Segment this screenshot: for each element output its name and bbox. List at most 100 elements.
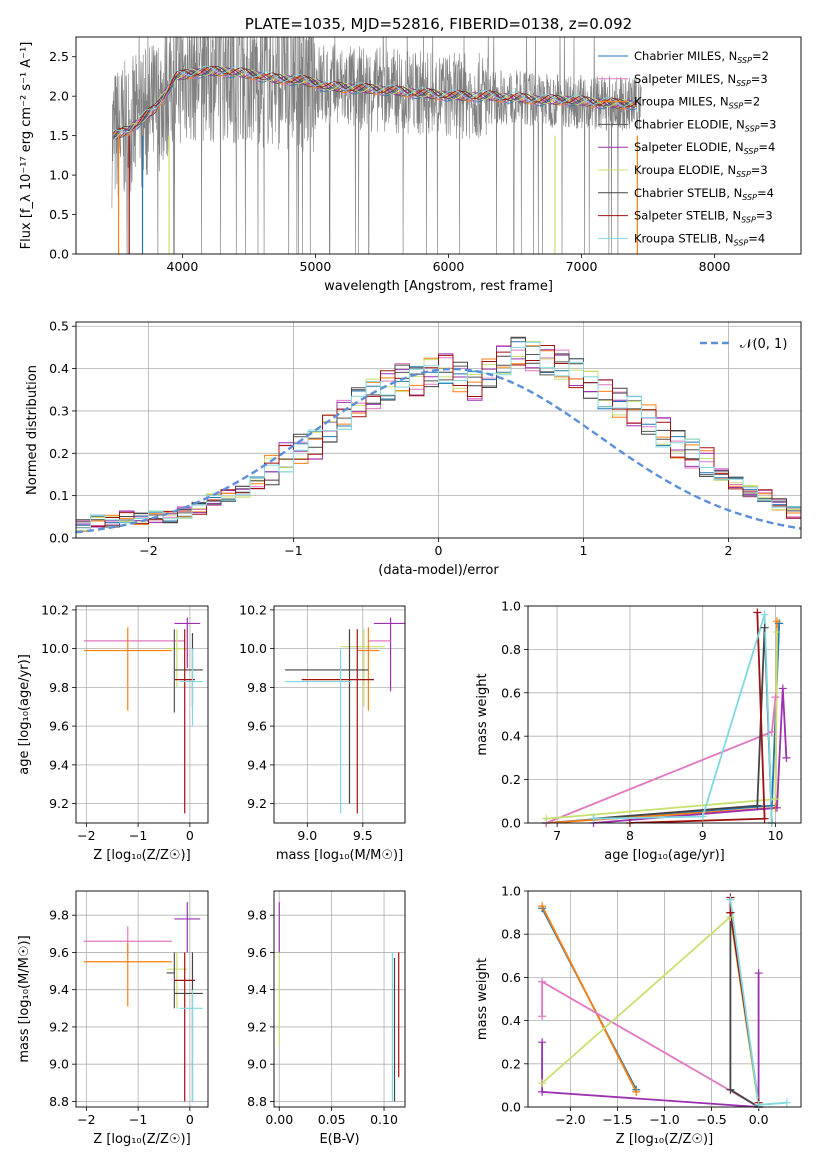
legend-text: Chabrier MILES, N xyxy=(634,49,737,63)
y-tick-label: 0.8 xyxy=(501,642,521,657)
model-spectrum-kroupa_elodie xyxy=(112,66,637,141)
x-axis-label: (data-model)/error xyxy=(378,563,499,578)
legend-count: =3 xyxy=(751,72,768,86)
weight-marker-kroupa_miles xyxy=(632,1087,641,1096)
x-tick-label: −2 xyxy=(77,1112,95,1127)
legend-subscript: SSP xyxy=(745,124,760,133)
panel-age_vs_mass: 9.0 9.5 9.2 9.4 9.6 9.8 10.0 10.2 mass [log₁₀(M/… xyxy=(239,602,406,863)
y-tick-label: 9.6 xyxy=(49,945,69,960)
x-axis-label: wavelength [Angstrom, rest frame] xyxy=(324,279,553,294)
weight-marker-kroupa_stelib xyxy=(782,1098,791,1107)
y-tick-label: 0.0 xyxy=(501,816,521,831)
x-axis-label: E(B-V) xyxy=(319,1132,359,1147)
weight-marker-salpeter_miles xyxy=(538,977,547,986)
y-tick-label: 0.5 xyxy=(49,207,69,222)
y-axis-label: mass weight xyxy=(475,673,490,755)
y-tick-label: 9.4 xyxy=(49,757,69,772)
axes-frame xyxy=(75,605,209,824)
y-tick-label: 9.0 xyxy=(247,1057,267,1072)
y-axis-label: age [log₁₀(age/yr)] xyxy=(17,654,32,775)
y-tick-label: 9.6 xyxy=(49,719,69,734)
legend-text: Salpeter ELODIE, N xyxy=(634,140,744,154)
y-tick-label: 0.4 xyxy=(501,729,521,744)
y-tick-label: 9.2 xyxy=(49,1019,69,1034)
y-tick-label: 10.0 xyxy=(41,641,69,656)
legend-text: Chabrier ELODIE, N xyxy=(634,117,745,131)
plot-area-mass_vs_ebv xyxy=(278,902,400,1102)
weight-marker-salpeter_stelib xyxy=(726,908,735,917)
plot-area-spectrum xyxy=(111,37,642,254)
y-tick-label: 0.3 xyxy=(49,403,69,418)
y-tick-label: 0.8 xyxy=(501,927,521,942)
y-tick-label: 9.8 xyxy=(247,908,267,923)
legend-subscript: SSP xyxy=(736,170,751,179)
model-spectrum-salpeter_elodie xyxy=(113,66,638,140)
weight-marker-chabrier_stelib xyxy=(726,1085,735,1094)
legend-count: =3 xyxy=(760,117,777,131)
weight-marker-kroupa_elodie xyxy=(542,814,551,823)
y-tick-label: 10.2 xyxy=(239,602,267,617)
y-tick-label: 1.0 xyxy=(501,884,521,899)
x-tick-label: 10 xyxy=(768,828,784,843)
x-tick-label: 8000 xyxy=(699,259,731,274)
plot-area-age_vs_mass xyxy=(285,617,405,814)
y-tick-label: 8.8 xyxy=(49,1094,69,1109)
x-axis-label: age [log₁₀(age/yr)] xyxy=(604,848,725,863)
x-axis-label: Z [log₁₀(Z/Z☉)] xyxy=(616,1132,713,1147)
panel-weight_vs_age: 7 8 9 10 0.0 0.2 0.4 0.6 0.8 1.0 age [log₁₀(age/yr… xyxy=(475,599,802,863)
y-tick-label: 10.0 xyxy=(239,641,267,656)
legend-count: =4 xyxy=(757,186,774,200)
weight-marker-salpeter_miles xyxy=(538,1012,547,1021)
weight-marker-kroupa_miles xyxy=(538,902,547,911)
y-tick-label: 2.0 xyxy=(49,89,69,104)
y-axis-label: mass [log₁₀(M/M☉)] xyxy=(17,935,32,1062)
axes-frame xyxy=(75,890,209,1108)
y-axis-label: Flux [f_λ 10⁻¹⁷ erg cm⁻² s⁻¹ A⁻¹] xyxy=(19,42,34,250)
legend-subscript: SSP xyxy=(744,147,759,156)
x-tick-label: −0.5 xyxy=(696,1112,726,1127)
x-tick-label: 0 xyxy=(186,828,194,843)
legend-label: Chabrier ELODIE, NSSP=3 xyxy=(634,117,776,133)
weight-marker-kroupa_stelib xyxy=(760,610,769,619)
weight-marker-salpeter_elodie xyxy=(782,753,791,762)
panel-residuals: −2 −1 0 1 2 0.0 0.1 0.2 0.3 0.4 0.5 (data-model)/er… xyxy=(25,319,802,578)
weight-line-salpeter_elodie xyxy=(541,973,760,1107)
x-tick-label: 2 xyxy=(725,543,733,558)
weight-marker-salpeter_elodie xyxy=(772,803,781,812)
legend-subscript: SSP xyxy=(741,216,756,225)
x-tick-label: −2 xyxy=(139,543,157,558)
y-tick-label: 0.2 xyxy=(501,772,521,787)
y-tick-label: 9.8 xyxy=(49,680,69,695)
y-tick-label: 0.4 xyxy=(501,1013,521,1028)
legend-label: Salpeter STELIB, NSSP=3 xyxy=(634,209,773,225)
plot-area-mass_vs_Z xyxy=(83,902,203,1102)
weight-marker-kroupa_stelib xyxy=(754,1100,763,1109)
legend-subscript: SSP xyxy=(729,102,744,111)
x-tick-label: −1.5 xyxy=(602,1112,632,1127)
axes-frame xyxy=(75,321,802,539)
y-tick-label: 9.4 xyxy=(49,982,69,997)
weight-marker-salpeter_miles xyxy=(767,727,776,736)
legend-count: =4 xyxy=(748,231,765,245)
x-tick-label: −1 xyxy=(129,1112,147,1127)
y-tick-label: 9.4 xyxy=(247,982,267,997)
y-axis-label: Normed distribution xyxy=(25,365,40,495)
x-tick-label: 7 xyxy=(553,828,561,843)
weight-marker-kroupa_miles xyxy=(772,617,781,626)
axes-frame xyxy=(527,605,802,824)
x-tick-label: 0.00 xyxy=(265,1112,293,1127)
x-tick-label: 9 xyxy=(699,828,707,843)
weight-marker-kroupa_elodie xyxy=(772,628,781,637)
weight-marker-kroupa_stelib xyxy=(726,895,735,904)
weight-line-kroupa_stelib xyxy=(593,614,773,823)
weight-line-salpeter_elodie xyxy=(593,688,788,823)
chart-title: PLATE=1035, MJD=52816, FIBERID=0138, z=0… xyxy=(245,15,632,33)
panel-age_vs_Z: −2 −1 0 9.2 9.4 9.6 9.8 10.0 10.2 Z [log₁₀(Z/Z☉)]… xyxy=(17,602,209,863)
y-tick-label: 0.2 xyxy=(501,1056,521,1071)
x-tick-label: 5000 xyxy=(300,259,332,274)
weight-marker-salpeter_elodie xyxy=(538,1087,547,1096)
y-tick-label: 9.4 xyxy=(247,757,267,772)
x-tick-label: 0.10 xyxy=(370,1112,398,1127)
weight-marker-chabrier_stelib xyxy=(753,801,762,810)
